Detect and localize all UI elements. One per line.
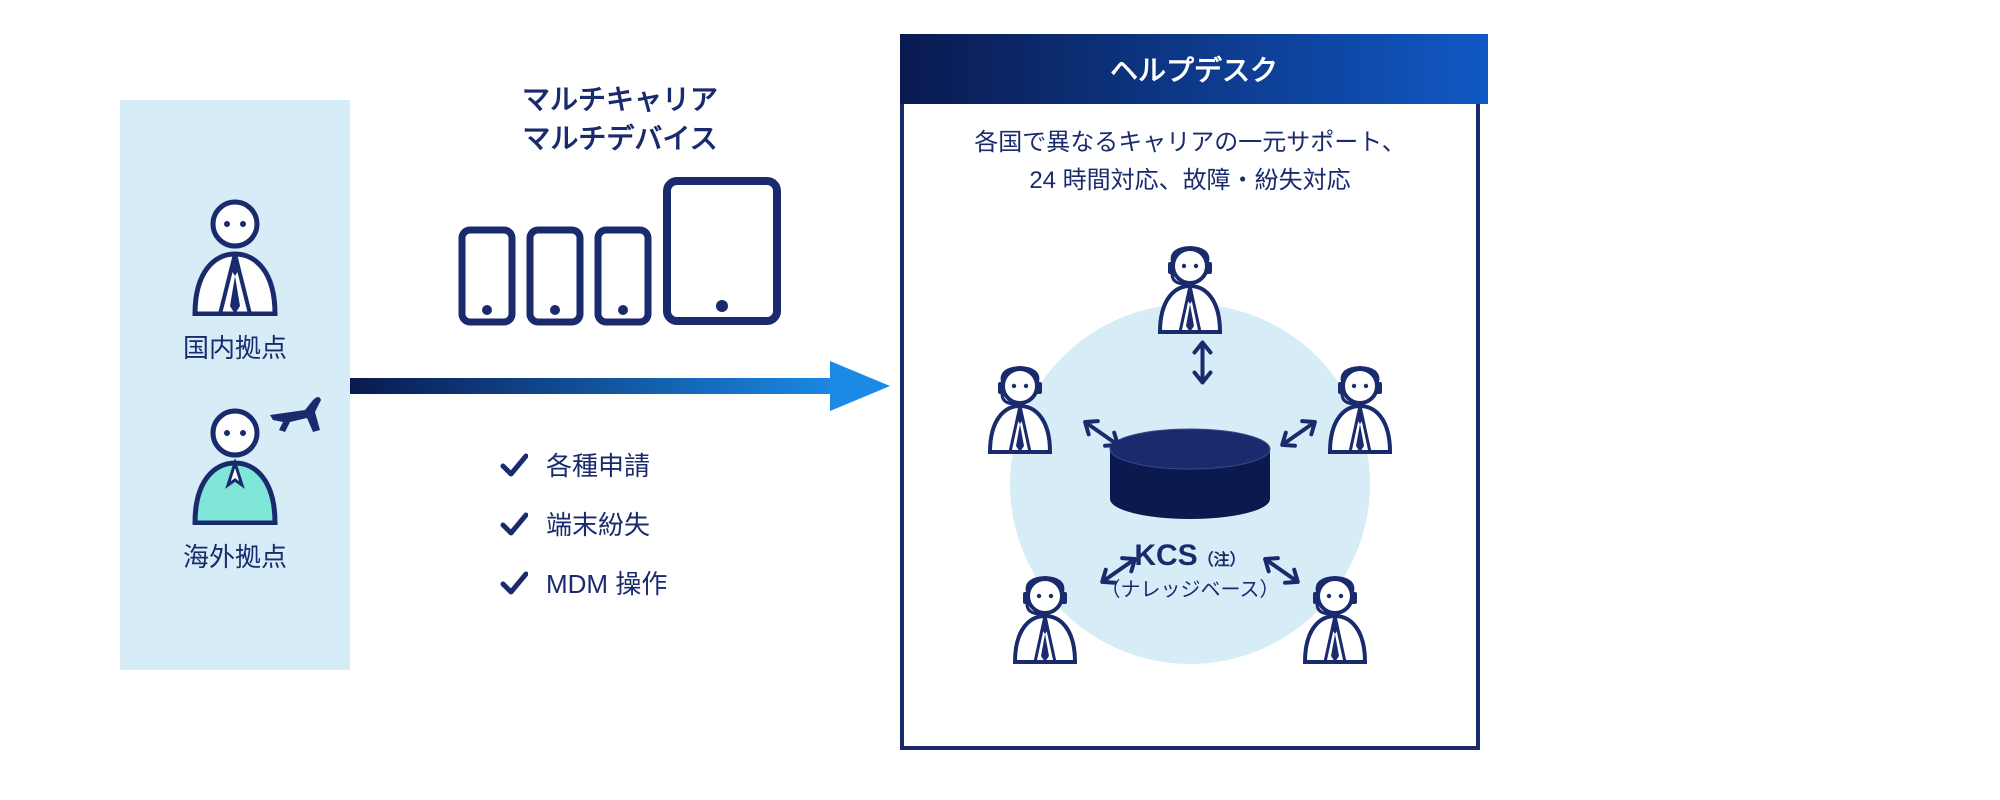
- mid-title-line2: マルチデバイス: [522, 123, 717, 154]
- database-icon: [1105, 427, 1275, 522]
- overseas-label: 海外拠点: [183, 537, 287, 574]
- check-item: 端末紛失: [500, 505, 850, 542]
- check-label: 端末紛失: [546, 505, 650, 542]
- support-agent-icon: [1150, 244, 1230, 339]
- mid-title-line1: マルチキャリア: [522, 84, 718, 115]
- phone-icon: [458, 226, 516, 326]
- support-agent-icon: [1005, 574, 1085, 669]
- tablet-icon: [662, 176, 782, 326]
- domestic-group: 国内拠点: [180, 196, 290, 365]
- phone-icon: [526, 226, 584, 326]
- middle-block: マルチキャリア マルチデバイス 各種申請 端末紛失: [390, 80, 850, 680]
- middle-title: マルチキャリア マルチデバイス: [390, 80, 850, 158]
- sub-line1: 各国で異なるキャリアの一元サポート、: [974, 129, 1406, 156]
- overseas-group: 海外拠点: [180, 405, 290, 574]
- panel-subtitle: 各国で異なるキャリアの一元サポート、 24 時間対応、故障・紛失対応: [904, 124, 1476, 201]
- support-agent-icon: [980, 364, 1060, 459]
- kcs-note: （注）: [1198, 552, 1246, 569]
- support-agent-icon: [1320, 364, 1400, 459]
- check-item: 各種申請: [500, 446, 850, 483]
- left-users-block: 国内拠点 海外拠点: [120, 100, 350, 670]
- check-icon: [500, 451, 528, 479]
- check-item: MDM 操作: [500, 564, 850, 601]
- helpdesk-diagram: 国内拠点 海外拠点 マルチキャリア マルチデバイス: [0, 0, 2000, 800]
- check-icon: [500, 569, 528, 597]
- panel-header: ヘルプデスク: [900, 34, 1488, 104]
- business-person-icon: [180, 196, 290, 316]
- support-agent-icon: [1295, 574, 1375, 669]
- check-list: 各種申請 端末紛失 MDM 操作: [500, 446, 850, 601]
- helpdesk-panel: ヘルプデスク 各国で異なるキャリアの一元サポート、 24 時間対応、故障・紛失対…: [900, 70, 1480, 750]
- check-icon: [500, 510, 528, 538]
- check-label: MDM 操作: [546, 564, 667, 601]
- double-arrow-icon: [1187, 341, 1214, 385]
- airplane-icon: [265, 390, 325, 445]
- flow-arrow: [390, 356, 850, 416]
- domestic-label: 国内拠点: [183, 328, 287, 365]
- sub-line2: 24 時間対応、故障・紛失対応: [1029, 167, 1350, 194]
- devices-row: [390, 176, 850, 326]
- check-label: 各種申請: [546, 446, 650, 483]
- phone-icon: [594, 226, 652, 326]
- knowledge-hub: KCS（注） （ナレッジベース）: [960, 254, 1420, 714]
